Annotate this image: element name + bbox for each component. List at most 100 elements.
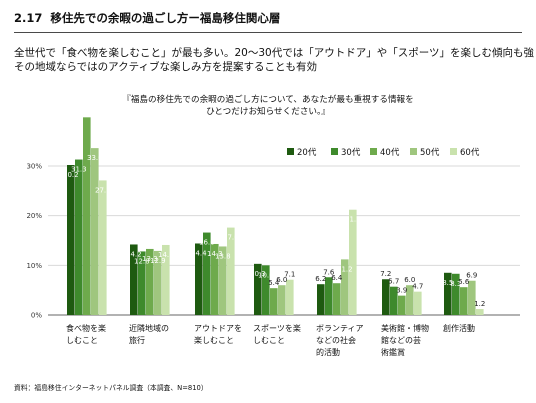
data-label: 14.2 [126,250,142,258]
slide-title: 2.17 移住先での余暇の過ごし方ー福島移住関心層 [14,10,280,26]
title-text: 移住先での余暇の過ごし方ー福島移住関心層 [50,11,281,25]
category-label: スポーツを楽 [253,323,301,333]
data-label: 12.8 [134,257,150,265]
data-label: 14.3 [207,250,223,258]
bar [130,244,138,315]
data-label: 14.1 [158,251,174,259]
legend-label: 40代 [380,147,400,158]
bar [203,232,211,315]
legend-swatch [331,148,338,155]
bar [262,265,270,315]
data-label: 6.0 [276,276,287,284]
data-label: 8.5 [442,279,453,287]
question-line-2: ひとつだけお知らせください。』 [206,107,330,117]
data-label: 5.7 [388,278,399,286]
bar [468,280,476,315]
summary-text: 全世代で「食べ物を楽しむこと」が最も多い。20～30代では「アウトドア」や「スポ… [14,46,536,74]
legend-label: 60代 [460,147,480,158]
category-label: 創作活動 [443,323,475,333]
data-label: 7.1 [284,271,295,279]
bar [325,277,333,315]
y-tick-label: 10% [26,262,42,270]
bar [83,117,91,316]
bar [278,285,286,315]
bar [270,288,278,315]
summary-line-2: その地域ならではのアクティブな楽しみ方を提案することも有効 [14,61,318,73]
data-label: 33.6 [87,154,103,162]
bar [195,243,203,315]
legend-swatch [450,148,457,155]
data-label: 5.6 [458,278,470,286]
data-label: 6.2 [315,275,326,283]
data-label: 10.3 [250,270,266,278]
data-label: 11.2 [337,265,353,273]
legend-label: 20代 [297,147,317,158]
bar [211,243,219,315]
data-label: 12.9 [150,257,166,265]
data-label: 31.3 [71,166,87,174]
section-number: 2.17 [14,11,43,25]
category-label: 楽しむこと [194,335,234,345]
data-label: 6.4 [331,274,343,282]
bar [398,295,406,315]
survey-question: 『福島の移住先での余暇の過ごし方について、あなたが最も重視する情報を ひとつだけ… [0,94,536,118]
category-label: 食べ物を楽 [66,323,106,333]
data-label: 8.3 [450,280,461,288]
data-label: 3.9 [396,287,407,295]
data-label: 30.2 [63,171,79,179]
bar [286,279,294,315]
data-label: 17.6 [223,234,239,242]
bar [227,227,235,315]
legend-swatch [370,148,377,155]
bar [349,209,357,315]
bar [219,246,227,315]
data-label: 6.0 [404,276,415,284]
y-tick-label: 0% [31,312,42,320]
y-tick-label: 20% [26,212,42,220]
bar [390,286,398,315]
bar [341,259,349,315]
title-divider [14,32,522,33]
data-label: 7.6 [323,268,335,276]
bar [444,272,452,315]
bar [452,273,460,315]
category-label: 館などの芸 [381,335,421,345]
legend-label: 30代 [341,147,361,158]
data-label: 16.6 [199,239,215,247]
data-label: 21.2 [345,216,361,224]
bar [91,148,99,315]
bar [138,251,146,315]
bar [460,287,468,315]
data-label: 5.4 [268,279,280,287]
legend-swatch [287,148,294,155]
bar [99,180,107,315]
bar [162,244,170,315]
bar [254,263,262,315]
data-label: 4.7 [412,283,423,291]
category-label: アウトドアを [194,324,242,333]
data-label: 6.9 [466,272,477,280]
data-label: 1.2 [474,300,485,308]
category-label: 近隣地域の [129,323,169,333]
category-label: 的活動 [316,347,340,357]
source-note: 資料：福島移住インターネットパネル調査（本調査、N=810） [14,384,208,392]
data-label: 13.3 [142,255,158,263]
y-tick-label: 30% [26,163,42,171]
category-label: などの社会 [316,335,356,345]
legend-label: 50代 [420,147,440,158]
category-label: 旅行 [129,335,145,345]
bar [406,285,414,315]
legend-swatch [410,148,417,155]
data-label: 27.1 [95,186,111,194]
bar [154,250,162,315]
data-label: 13.8 [215,252,231,260]
data-label: 14.4 [191,249,207,257]
question-line-1: 『福島の移住先での余暇の過ごし方について、あなたが最も重視する情報を [122,95,414,105]
category-label: しむこと [66,336,98,345]
category-label: しむこと [253,336,285,345]
bar [333,283,341,315]
bar [317,284,325,315]
bar [146,248,154,315]
category-label: 美術館・博物 [381,323,429,333]
